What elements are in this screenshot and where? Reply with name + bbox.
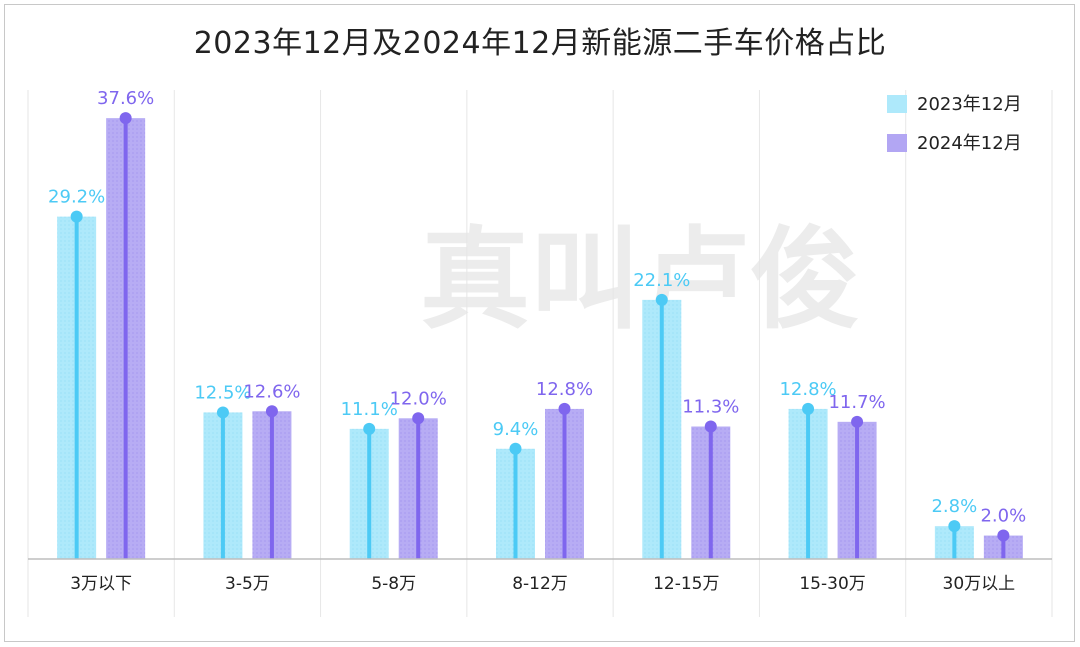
chart-title: 2023年12月及2024年12月新能源二手车价格占比 [193,26,887,61]
bar-marker [851,415,864,428]
data-label: 12.5% [194,382,251,403]
x-tick-label: 12-15万 [653,574,719,594]
data-label: 37.6% [97,88,154,109]
bar-marker [265,405,278,418]
bar-marker [70,210,83,223]
x-axis: 3万以下 3-5万 5-8万 8-12万 12-15万 15-30万 30万以上 [28,558,1052,594]
watermark: 真叫卢俊 [420,216,860,344]
data-label: 9.4% [493,419,539,440]
bar-marker [997,529,1010,542]
bar-marker [412,412,425,425]
data-label: 11.1% [341,399,398,420]
legend-swatch [887,134,907,152]
watermark-text: 真叫卢俊 [420,216,860,344]
bar-marker [119,112,132,125]
x-tick-label: 8-12万 [512,574,568,594]
bar-marker [802,402,815,415]
bar-marker [509,442,522,455]
bars [57,112,1023,559]
data-label: 12.0% [390,388,447,409]
data-label: 12.6% [243,381,300,402]
bar-marker [655,293,668,306]
x-tick-label: 15-30万 [799,574,865,594]
data-labels: 29.2% 37.6% 12.5%12.6% 11.1%12.0% 9.4% 12.8% 2… [48,88,1026,526]
bar-marker [216,406,229,419]
legend-swatch [887,95,907,113]
x-tick-label: 30万以上 [943,574,1016,594]
data-label: 2.8% [931,496,977,517]
bar-marker [558,402,571,415]
legend-label: 2023年12月 [917,94,1022,115]
data-label: 29.2% [48,187,105,208]
data-label: 11.3% [682,397,739,418]
x-tick-label: 3万以下 [70,574,132,594]
data-label: 11.7% [828,392,885,413]
data-label: 2.0% [980,506,1026,527]
x-tick-label: 5-8万 [371,574,416,594]
bar-marker [948,520,961,533]
data-label: 12.8% [779,379,836,400]
data-label: 22.1% [633,270,690,291]
data-label: 12.8% [536,379,593,400]
grid [27,90,1053,617]
legend-label: 2024年12月 [917,133,1022,154]
legend: 2023年12月 2024年12月 [887,94,1022,154]
bar-marker [704,420,717,433]
x-tick-label: 3-5万 [225,574,270,594]
bar-marker [363,422,376,435]
